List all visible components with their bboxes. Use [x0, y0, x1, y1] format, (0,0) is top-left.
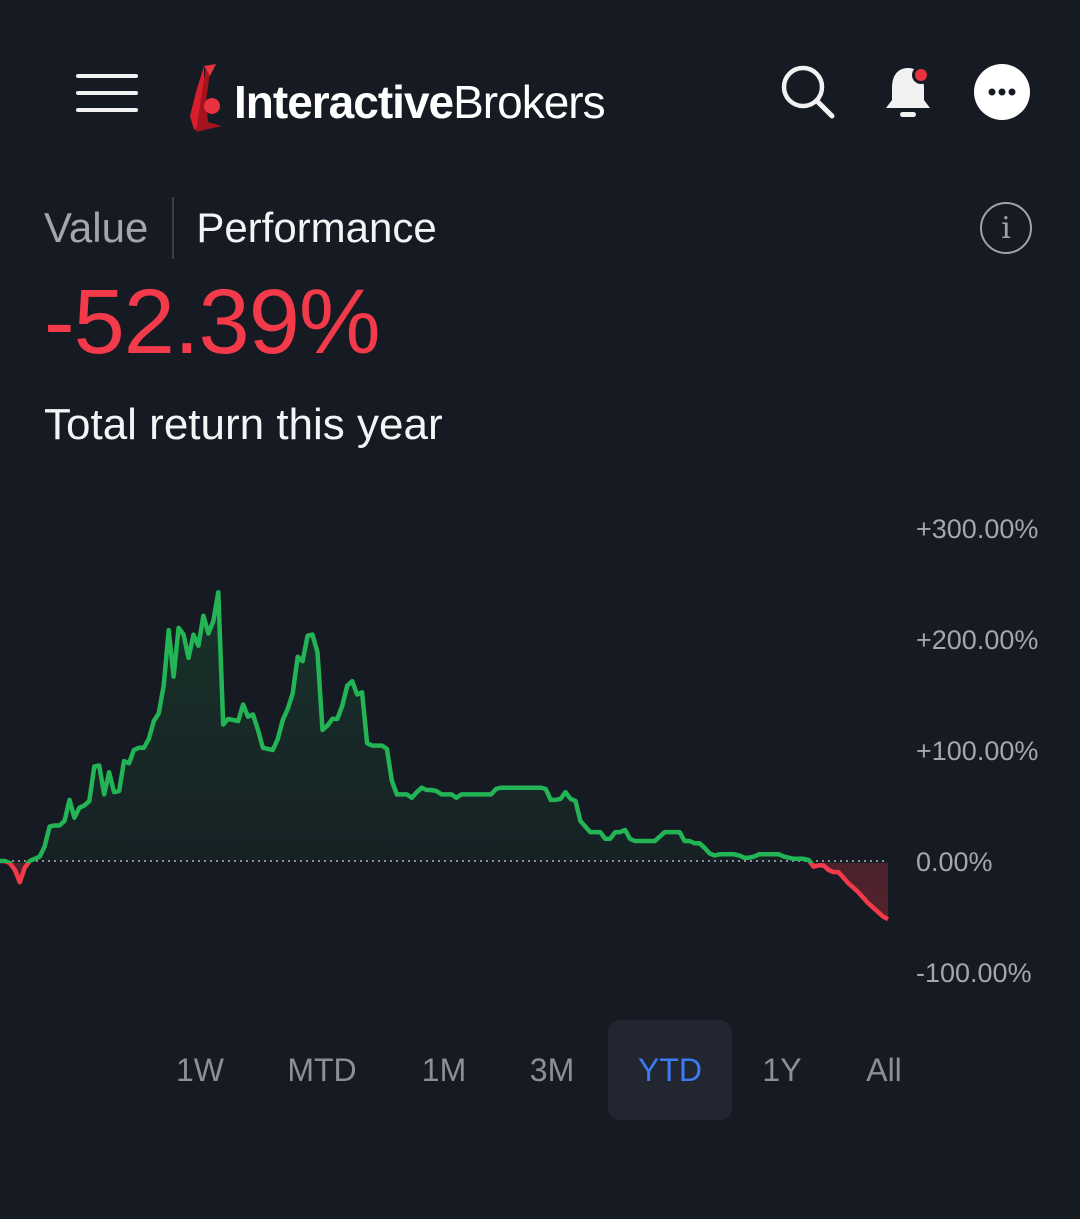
y-tick-label: -100.00% — [916, 958, 1032, 988]
info-icon[interactable]: i — [980, 202, 1032, 254]
range-option[interactable]: 1M — [421, 1052, 467, 1088]
total-return-label: Total return this year — [44, 400, 443, 449]
notification-dot — [915, 69, 927, 81]
hamburger-menu-icon[interactable] — [76, 70, 138, 116]
ib-logo-mark — [190, 64, 222, 132]
performance-chart-svg: +300.00% +200.00% +100.00% 0.00% -100.00% — [0, 514, 1038, 988]
range-option[interactable]: 1Y — [762, 1052, 802, 1088]
range-option[interactable]: YTD — [608, 1020, 732, 1120]
performance-chart[interactable]: +300.00% +200.00% +100.00% 0.00% -100.00% — [0, 480, 1080, 1020]
time-range-selector: 1W MTD 1M 3M YTD 1Y All — [0, 1020, 1080, 1120]
y-tick-label: +100.00% — [916, 736, 1038, 766]
tab-performance[interactable]: Performance — [196, 204, 437, 251]
tab-divider — [172, 197, 175, 259]
view-tabs: Value Performance — [44, 196, 437, 260]
info-glyph: i — [1001, 210, 1011, 246]
y-tick-label: 0.00% — [916, 847, 993, 877]
total-return-value: -52.39% — [44, 271, 381, 373]
range-option[interactable]: MTD — [287, 1052, 357, 1088]
y-tick-label: +200.00% — [916, 625, 1038, 655]
series-line-positive — [0, 590, 814, 863]
logo-wordmark: InteractiveBrokers — [234, 76, 606, 128]
app-logo: InteractiveBrokers — [186, 58, 606, 138]
logo-text-bold: Interactive — [234, 76, 454, 128]
search-icon[interactable] — [778, 62, 838, 122]
top-bar: InteractiveBrokers — [0, 0, 1080, 190]
range-option[interactable]: 1W — [176, 1052, 224, 1088]
range-option[interactable]: All — [866, 1052, 902, 1088]
logo-text-regular: Brokers — [453, 76, 605, 128]
positive-area-fill — [0, 592, 888, 863]
more-ellipsis-icon[interactable] — [974, 64, 1030, 120]
tab-value[interactable]: Value — [44, 204, 149, 251]
y-tick-label: +300.00% — [916, 514, 1038, 544]
range-option[interactable]: 3M — [529, 1052, 575, 1088]
bell-notification-icon[interactable] — [876, 60, 940, 124]
